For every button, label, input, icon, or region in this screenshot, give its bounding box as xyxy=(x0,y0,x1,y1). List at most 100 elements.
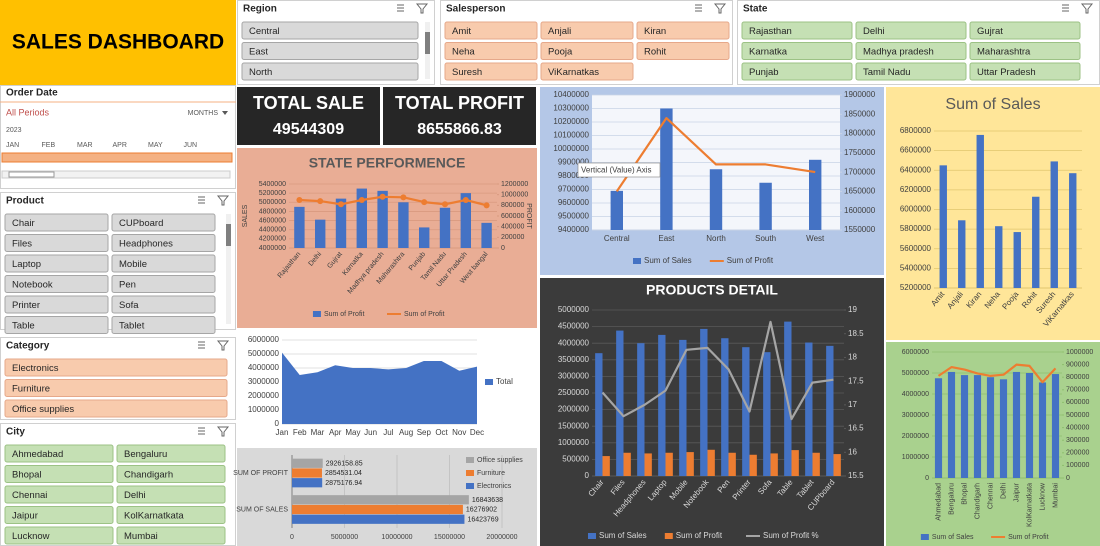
slicer-item[interactable] xyxy=(741,62,853,81)
slicer-item-label[interactable]: Furniture xyxy=(12,384,50,395)
slicer-item-label[interactable]: Bhopal xyxy=(12,470,42,481)
timeline-month[interactable]: MAR xyxy=(77,142,93,149)
slicer-item-label[interactable]: Pooja xyxy=(548,47,573,58)
slicer-item-label[interactable]: Central xyxy=(249,26,280,37)
timeline-month[interactable]: FEB xyxy=(42,142,56,149)
slicer-item-label[interactable]: Mobile xyxy=(119,259,147,270)
slicer-item-label[interactable]: Madhya pradesh xyxy=(863,47,934,58)
slicer-item-label[interactable]: Chair xyxy=(12,218,35,229)
slicer-item[interactable] xyxy=(4,275,109,293)
clear-filter-icon[interactable] xyxy=(216,340,230,351)
slicer-item[interactable] xyxy=(4,254,109,273)
timeline-scroll-thumb[interactable] xyxy=(8,171,55,178)
slicer-item-label[interactable]: Laptop xyxy=(12,259,41,270)
slicer-item-label[interactable]: Jaipur xyxy=(12,511,38,522)
dropdown-arrow[interactable] xyxy=(222,111,228,115)
slicer-item-label[interactable]: Notebook xyxy=(12,280,53,291)
slicer-item-label[interactable]: Neha xyxy=(452,47,475,58)
clear-filter-icon[interactable] xyxy=(216,195,230,206)
slicer-item[interactable] xyxy=(636,21,730,40)
clear-filter-icon[interactable] xyxy=(1080,3,1094,14)
slicer-item-label[interactable]: Amit xyxy=(452,26,471,37)
slicer-item-label[interactable]: Printer xyxy=(12,300,40,311)
clear-filter-icon[interactable] xyxy=(415,3,429,14)
slicer-item[interactable] xyxy=(4,506,114,524)
slicer-item[interactable] xyxy=(241,42,419,60)
slicer-scrollbar[interactable] xyxy=(226,214,231,324)
slicer-item-label[interactable]: Mumbai xyxy=(124,531,158,542)
timeline-month[interactable]: APR xyxy=(113,142,127,149)
slicer-item[interactable] xyxy=(116,485,226,504)
slicer-item-label[interactable]: Chandigarh xyxy=(124,470,173,481)
slicer-item[interactable] xyxy=(4,358,228,377)
slicer-item-label[interactable]: ViKarnatkas xyxy=(548,67,599,78)
slicer-item-label[interactable]: Headphones xyxy=(119,239,173,250)
slicer-item-label[interactable]: East xyxy=(249,47,268,58)
slicer-item-label[interactable]: Delhi xyxy=(863,26,885,37)
slicer-scroll-thumb[interactable] xyxy=(425,32,430,54)
slicer-item[interactable] xyxy=(111,254,216,273)
slicer-item[interactable] xyxy=(444,21,538,40)
slicer-item[interactable] xyxy=(111,213,216,232)
slicer-item-label[interactable]: KolKarnatkata xyxy=(124,511,184,522)
slicer-item[interactable] xyxy=(4,234,109,252)
slicer-item[interactable] xyxy=(4,213,109,232)
slicer-item-label[interactable]: Files xyxy=(12,239,32,250)
slicer-item-label[interactable]: Sofa xyxy=(119,300,139,311)
slicer-item-label[interactable]: Rohit xyxy=(644,47,667,58)
slicer-item-label[interactable]: Punjab xyxy=(749,67,779,78)
slicer-item-label[interactable]: North xyxy=(249,67,272,78)
slicer-item[interactable] xyxy=(116,506,226,524)
slicer-item[interactable] xyxy=(741,42,853,60)
slicer-item-label[interactable]: Rajasthan xyxy=(749,26,792,37)
clear-filter-icon[interactable] xyxy=(216,426,230,437)
slicer-item[interactable] xyxy=(111,316,216,334)
slicer-item-label[interactable]: Maharashtra xyxy=(977,47,1031,58)
slicer-item-label[interactable]: Gujrat xyxy=(977,26,1003,37)
slicer-item-label[interactable]: Tamil Nadu xyxy=(863,67,911,78)
slicer-item[interactable] xyxy=(116,526,226,545)
slicer-item[interactable] xyxy=(855,21,967,40)
timeline-level[interactable]: MONTHS xyxy=(188,110,219,117)
slicer-item[interactable] xyxy=(111,234,216,252)
slicer-item-label[interactable]: Bengaluru xyxy=(124,449,167,460)
slicer-item[interactable] xyxy=(444,42,538,60)
slicer-item-label[interactable]: Uttar Pradesh xyxy=(977,67,1036,78)
slicer-item[interactable] xyxy=(116,444,226,463)
slicer-item[interactable] xyxy=(444,62,538,81)
slicer-item-label[interactable]: Table xyxy=(12,321,35,332)
clear-filter-icon[interactable] xyxy=(713,3,727,14)
timeline-month[interactable]: JAN xyxy=(6,142,19,149)
slicer-item[interactable] xyxy=(969,62,1081,81)
slicer-item[interactable] xyxy=(4,465,114,483)
slicer-item[interactable] xyxy=(540,62,634,81)
slicer-item[interactable] xyxy=(855,62,967,81)
slicer-item[interactable] xyxy=(116,465,226,483)
timeline-month[interactable]: MAY xyxy=(148,142,163,149)
slicer-item-label[interactable]: Anjali xyxy=(548,26,571,37)
slicer-item-label[interactable]: Lucknow xyxy=(12,531,50,542)
slicer-item[interactable] xyxy=(4,379,228,397)
slicer-item[interactable] xyxy=(969,42,1081,60)
slicer-item[interactable] xyxy=(540,21,634,40)
slicer-item[interactable] xyxy=(741,21,853,40)
slicer-item[interactable] xyxy=(4,485,114,504)
slicer-item-label[interactable]: Tablet xyxy=(119,321,145,332)
timeline-bar[interactable] xyxy=(1,152,233,163)
slicer-item[interactable] xyxy=(241,21,419,40)
slicer-item-label[interactable]: Office supplies xyxy=(12,404,74,415)
slicer-scroll-thumb[interactable] xyxy=(226,224,231,246)
slicer-item[interactable] xyxy=(4,316,109,334)
slicer-item-label[interactable]: Kiran xyxy=(644,26,666,37)
slicer-item-label[interactable]: Delhi xyxy=(124,490,146,501)
slicer-item[interactable] xyxy=(4,444,114,463)
slicer-item-label[interactable]: Electronics xyxy=(12,363,59,374)
slicer-item[interactable] xyxy=(636,42,730,60)
slicer-item-label[interactable]: Ahmedabad xyxy=(12,449,63,460)
slicer-item[interactable] xyxy=(969,21,1081,40)
slicer-item[interactable] xyxy=(855,42,967,60)
slicer-item[interactable] xyxy=(4,526,114,545)
slicer-item[interactable] xyxy=(241,62,419,81)
timeline-scrollbar[interactable] xyxy=(1,170,231,179)
slicer-item-label[interactable]: Karnatka xyxy=(749,47,788,58)
